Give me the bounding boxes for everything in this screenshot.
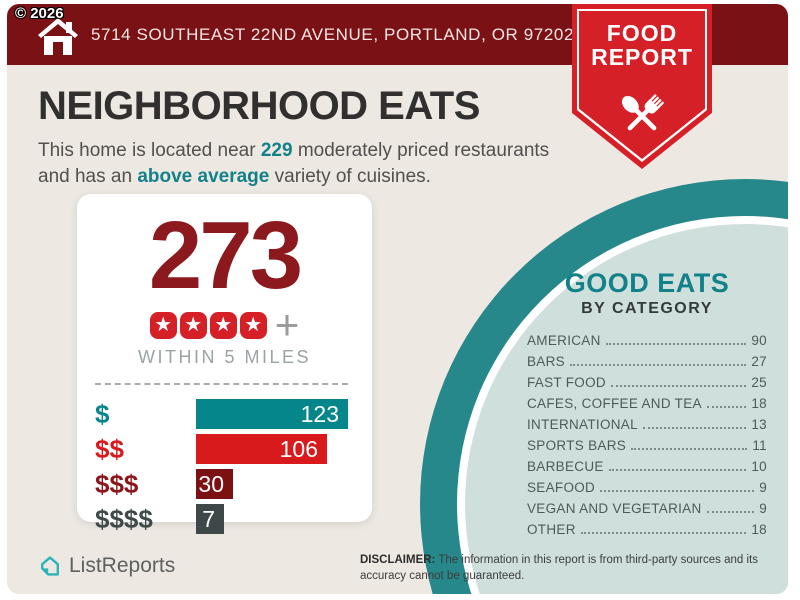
summary-card: 273 ★ ★ ★ ★ + WITHIN 5 MILES $123 $$ 106 $$$ 30 $… — [77, 194, 372, 534]
brand-name: ListReports — [69, 554, 176, 577]
category-row: BARBECUE 10 — [527, 459, 767, 480]
star-icon: ★ — [149, 311, 177, 339]
category-value: 9 — [759, 480, 767, 495]
category-row: BARS 27 — [527, 354, 767, 375]
star-icon: ★ — [239, 311, 267, 339]
category-label: INTERNATIONAL — [527, 417, 638, 432]
good-eats-title: GOOD EATS — [564, 268, 730, 298]
category-label: SEAFOOD — [527, 480, 596, 495]
page-title: NEIGHBORHOOD EATS — [38, 84, 480, 128]
category-value: 13 — [751, 417, 767, 432]
good-eats-subtitle: BY CATEGORY — [581, 300, 713, 317]
category-label: OTHER — [527, 522, 576, 537]
dotted-leader — [706, 406, 747, 408]
dotted-leader — [600, 490, 755, 492]
category-value: 10 — [751, 459, 767, 474]
dashed-divider — [95, 383, 348, 385]
disclaimer-text: The information in this report is from t… — [360, 554, 758, 582]
category-row: CAFES, COFFEE AND TEA 18 — [527, 396, 767, 417]
category-row: VEGAN AND VEGETARIAN 9 — [527, 501, 767, 522]
price-level-chart: $123 $$ 106 $$$ 30 $$$$ 7 — [95, 399, 348, 534]
badge-line1: FOOD — [606, 20, 678, 46]
dotted-leader — [706, 511, 755, 513]
category-row: OTHER 18 — [527, 522, 767, 543]
intro-pre: This home is located near — [38, 140, 261, 161]
price-bar: 30 — [196, 469, 233, 499]
price-bar-row: $$$$ 7 — [95, 504, 348, 534]
restaurant-count: 229 — [260, 140, 293, 161]
category-value: 11 — [752, 438, 767, 453]
intro-mid: moderately priced restaurants and has an — [38, 140, 550, 187]
listreports-logo: ListReports — [38, 554, 175, 578]
dotted-leader — [569, 364, 747, 366]
dotted-leader — [608, 469, 747, 471]
star-icon: ★ — [179, 311, 207, 339]
category-value: 18 — [751, 396, 767, 411]
category-row: INTERNATIONAL 13 — [527, 417, 767, 438]
dotted-leader — [642, 427, 747, 429]
category-row: SPORTS BARS 11 — [527, 438, 767, 459]
badge-title: FOOD REPORT — [572, 21, 712, 69]
star-icon: ★ — [209, 311, 237, 339]
category-value: 18 — [751, 522, 767, 537]
food-report-badge: FOOD REPORT — [572, 4, 712, 169]
category-value: 25 — [751, 375, 767, 390]
category-list: AMERICAN 90 BARS 27 FAST FOOD 25 CAFES, COFFEE… — [527, 333, 767, 543]
price-bar: 7 — [196, 504, 224, 534]
price-bar-row: $123 — [95, 399, 348, 429]
copyright-watermark: © 2026 — [15, 5, 64, 22]
price-bar-row: $$$ 30 — [95, 469, 348, 499]
price-level-label: $$$ — [95, 468, 139, 499]
category-row: AMERICAN 90 — [527, 333, 767, 354]
category-row: FAST FOOD 25 — [527, 375, 767, 396]
disclaimer: DISCLAIMER: The information in this repo… — [360, 553, 766, 584]
intro-highlight: above average — [137, 166, 270, 187]
price-level-label: $$$$ — [95, 503, 153, 534]
category-value: 9 — [759, 501, 767, 516]
intro-text: This home is located near 229 moderately… — [38, 138, 583, 190]
disclaimer-label: DISCLAIMER: — [360, 554, 436, 566]
price-bar: 106 — [196, 434, 327, 464]
utensils-icon — [621, 94, 664, 131]
category-label: CAFES, COFFEE AND TEA — [527, 396, 702, 411]
category-label: AMERICAN — [527, 333, 601, 348]
category-label: BARBECUE — [527, 459, 604, 474]
dotted-leader — [610, 385, 747, 387]
good-eats-panel: GOOD EATS BY CATEGORY AMERICAN 90 BARS 27 FA… — [527, 268, 767, 543]
total-restaurants: 273 — [148, 202, 303, 309]
category-value: 90 — [751, 333, 767, 348]
home-icon — [38, 18, 78, 55]
price-bar-row: $$ 106 — [95, 434, 348, 464]
category-row: SEAFOOD 9 — [527, 480, 767, 501]
price-bar: 123 — [196, 399, 348, 429]
category-label: SPORTS BARS — [527, 438, 627, 453]
star-rating: ★ ★ ★ ★ + — [77, 301, 372, 348]
category-label: BARS — [527, 354, 565, 369]
listreports-logo-icon — [41, 556, 59, 576]
price-level-label: $ — [95, 398, 110, 429]
miles-caption: WITHIN 5 MILES — [137, 347, 311, 367]
dotted-leader — [605, 343, 747, 345]
dotted-leader — [631, 448, 748, 450]
badge-line2: REPORT — [591, 44, 693, 70]
category-label: VEGAN AND VEGETARIAN — [527, 501, 702, 516]
dotted-leader — [580, 532, 747, 534]
report-page: 5714 SOUTHEAST 22ND AVENUE, PORTLAND, OR… — [7, 4, 788, 594]
category-value: 27 — [751, 354, 767, 369]
intro-post: variety of cuisines. — [269, 166, 431, 187]
plus-icon: + — [274, 301, 300, 348]
price-level-label: $$ — [95, 433, 124, 464]
category-label: FAST FOOD — [527, 375, 606, 390]
property-address: 5714 SOUTHEAST 22ND AVENUE, PORTLAND, OR… — [91, 24, 575, 44]
